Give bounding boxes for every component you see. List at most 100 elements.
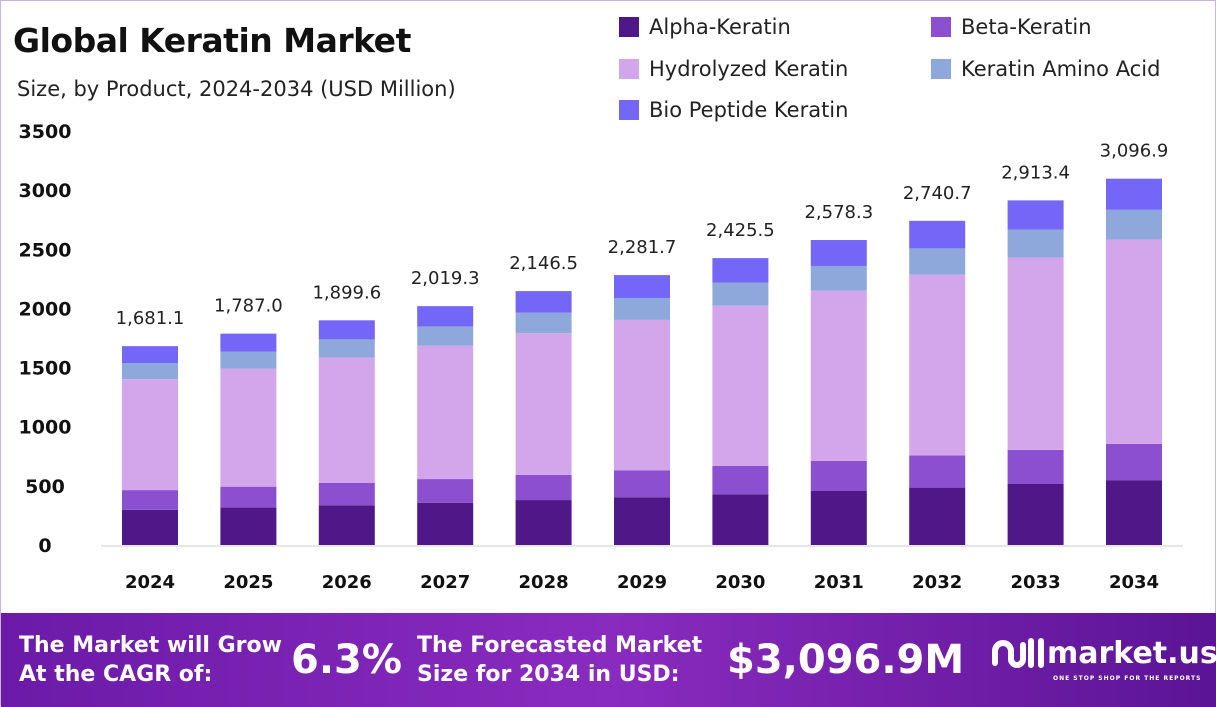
total-data-label: 1,787.0 (214, 296, 283, 317)
y-tick-label: 1500 (19, 358, 72, 380)
bar-segment-keratin-amino-acid (712, 282, 769, 306)
x-tick-label: 2025 (223, 572, 273, 593)
legend-label: Hydrolyzed Keratin (649, 57, 849, 81)
bar-segment-alpha-keratin (810, 491, 867, 545)
total-data-label: 2,913.4 (1001, 162, 1070, 183)
bar-segment-bio-peptide-keratin (515, 291, 572, 313)
bar-segment-beta-keratin (614, 470, 670, 498)
total-data-label: 1,899.6 (312, 282, 381, 303)
bar-segment-keratin-amino-acid (909, 248, 966, 275)
bar-segment-bio-peptide-keratin (122, 346, 178, 364)
bar-segment-beta-keratin (909, 455, 966, 488)
bar-segment-keratin-amino-acid (122, 363, 178, 380)
legend-label: Bio Peptide Keratin (649, 98, 849, 122)
x-tick-label: 2033 (1011, 572, 1061, 593)
total-data-label: 2,425.5 (706, 220, 775, 241)
bar-segment-hydrolyzed-keratin (417, 345, 474, 480)
bar-segment-bio-peptide-keratin (220, 333, 277, 352)
bar-segment-hydrolyzed-keratin (122, 379, 178, 491)
cagr-label: The Market will Grow At the CAGR of: (19, 631, 282, 689)
bar-segment-alpha-keratin (122, 509, 178, 545)
legend-item-beta-keratin: Beta-Keratin (931, 15, 1092, 39)
bar-segment-keratin-amino-acid (220, 351, 277, 369)
bar-segment-bio-peptide-keratin (909, 220, 966, 249)
cagr-value: 6.3% (291, 637, 402, 683)
y-tick-label: 0 (38, 535, 51, 557)
total-data-label: 3,096.9 (1100, 141, 1169, 162)
total-data-label: 2,019.3 (411, 268, 480, 289)
y-tick-label: 2000 (19, 298, 72, 320)
logo-text: market.us (1047, 635, 1216, 671)
x-tick-label: 2030 (715, 572, 765, 593)
legend-label: Beta-Keratin (961, 15, 1092, 39)
logo-tagline: ONE STOP SHOP FOR THE REPORTS (1053, 675, 1202, 682)
bar-segment-bio-peptide-keratin (417, 306, 474, 327)
legend-swatch (931, 59, 951, 79)
market-us-logo: market.us ONE STOP SHOP FOR THE REPORTS (991, 635, 1216, 682)
total-data-label: 2,740.7 (903, 183, 972, 204)
total-data-label: 2,146.5 (509, 253, 578, 274)
x-tick-label: 2034 (1109, 572, 1159, 593)
legend-item-bio-peptide-keratin: Bio Peptide Keratin (619, 98, 848, 122)
bar-segment-hydrolyzed-keratin (1106, 239, 1162, 444)
bar-segment-keratin-amino-acid (1106, 209, 1162, 240)
x-tick-label: 2026 (322, 572, 372, 593)
y-tick-label: 500 (25, 476, 65, 498)
bar-segment-bio-peptide-keratin (614, 275, 670, 299)
chart-subtitle: Size, by Product, 2024-2034 (USD Million… (17, 77, 456, 101)
legend-item-hydrolyzed-keratin: Hydrolyzed Keratin (619, 57, 848, 81)
bar-segment-keratin-amino-acid (417, 326, 474, 346)
bar-segment-beta-keratin (318, 482, 375, 506)
forecast-label-line: The Forecasted Market (417, 633, 703, 658)
total-data-label: 2,281.7 (608, 237, 677, 258)
bar-segment-alpha-keratin (318, 505, 375, 545)
bar-segment-alpha-keratin (417, 502, 474, 545)
bar-segment-hydrolyzed-keratin (909, 274, 966, 456)
bar-segment-beta-keratin (417, 479, 474, 503)
bar-segment-keratin-amino-acid (810, 265, 867, 291)
bar-segment-keratin-amino-acid (1007, 229, 1064, 258)
cagr-label-line: At the CAGR of: (19, 662, 213, 687)
bar-segment-alpha-keratin (614, 497, 670, 545)
x-tick-label: 2032 (912, 572, 962, 593)
forecast-label: The Forecasted Market Size for 2034 in US… (417, 631, 702, 689)
bar-segment-beta-keratin (712, 465, 769, 495)
legend-item-keratin-amino-acid: Keratin Amino Acid (931, 57, 1160, 81)
bar-segment-hydrolyzed-keratin (220, 368, 277, 487)
y-tick-label: 3500 (19, 121, 72, 143)
footer-banner: The Market will Grow At the CAGR of: 6.3%… (1, 613, 1216, 707)
y-tick-label: 1000 (19, 417, 72, 439)
bar-segment-beta-keratin (810, 460, 867, 492)
bar-segment-beta-keratin (220, 486, 277, 508)
bar-segment-beta-keratin (122, 490, 178, 510)
bar-segment-hydrolyzed-keratin (712, 305, 769, 466)
forecast-label-line: Size for 2034 in USD: (417, 662, 680, 687)
forecast-value: $3,096.9M (727, 637, 965, 683)
bar-segment-beta-keratin (1106, 443, 1162, 481)
legend-swatch (619, 17, 639, 37)
bar-segment-alpha-keratin (909, 487, 966, 545)
bar-segment-beta-keratin (1007, 449, 1064, 485)
chart-title: Global Keratin Market (13, 21, 411, 60)
bar-segment-bio-peptide-keratin (712, 258, 769, 283)
x-tick-label: 2031 (814, 572, 864, 593)
legend-swatch (931, 17, 951, 37)
logo-mark-icon (992, 638, 1044, 668)
total-data-label: 1,681.1 (116, 308, 185, 329)
bar-segment-keratin-amino-acid (614, 298, 670, 320)
x-tick-label: 2024 (125, 572, 175, 593)
bar-segment-bio-peptide-keratin (318, 320, 375, 340)
bar-segment-bio-peptide-keratin (810, 240, 867, 266)
legend-item-alpha-keratin: Alpha-Keratin (619, 15, 791, 39)
bar-segment-alpha-keratin (1007, 484, 1064, 545)
stacked-bar-chart: 0 500 1000 1500 2000 2500 3000 3500 1,681.1 2024 1… (19, 121, 1183, 593)
legend-swatch (619, 100, 639, 120)
x-tick-label: 2028 (519, 572, 569, 593)
bar-segment-alpha-keratin (220, 507, 277, 545)
bar-segment-hydrolyzed-keratin (1007, 257, 1064, 450)
legend-swatch (619, 59, 639, 79)
bar-segment-bio-peptide-keratin (1106, 178, 1162, 210)
total-data-label: 2,578.3 (804, 202, 873, 223)
bar-segment-alpha-keratin (1106, 480, 1162, 545)
bar-segment-hydrolyzed-keratin (614, 319, 670, 471)
